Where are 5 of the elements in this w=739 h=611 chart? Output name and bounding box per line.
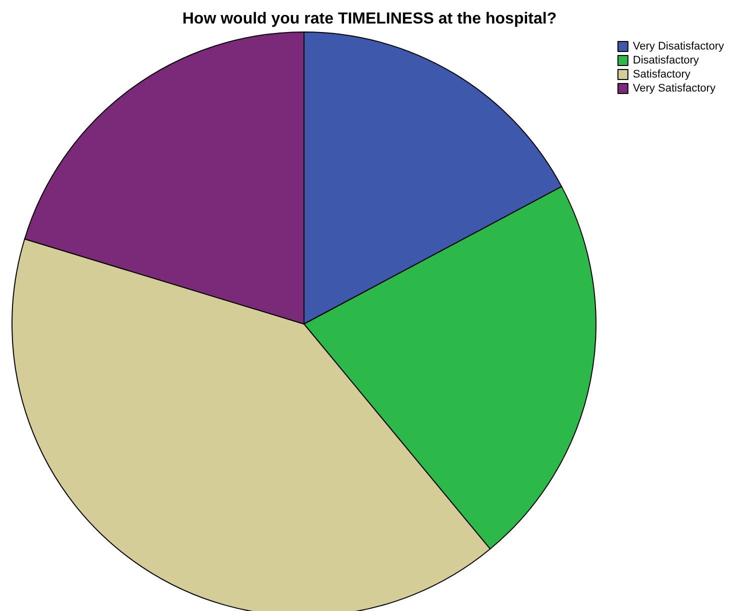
chart-title: How would you rate TIMELINESS at the hospital?	[182, 10, 557, 28]
legend-label: Satisfactory	[632, 68, 691, 80]
legend-label: Very Satisfactory	[632, 82, 716, 94]
legend-label: Disatisfactory	[632, 54, 700, 66]
legend-label: Very Disatisfactory	[632, 40, 724, 52]
